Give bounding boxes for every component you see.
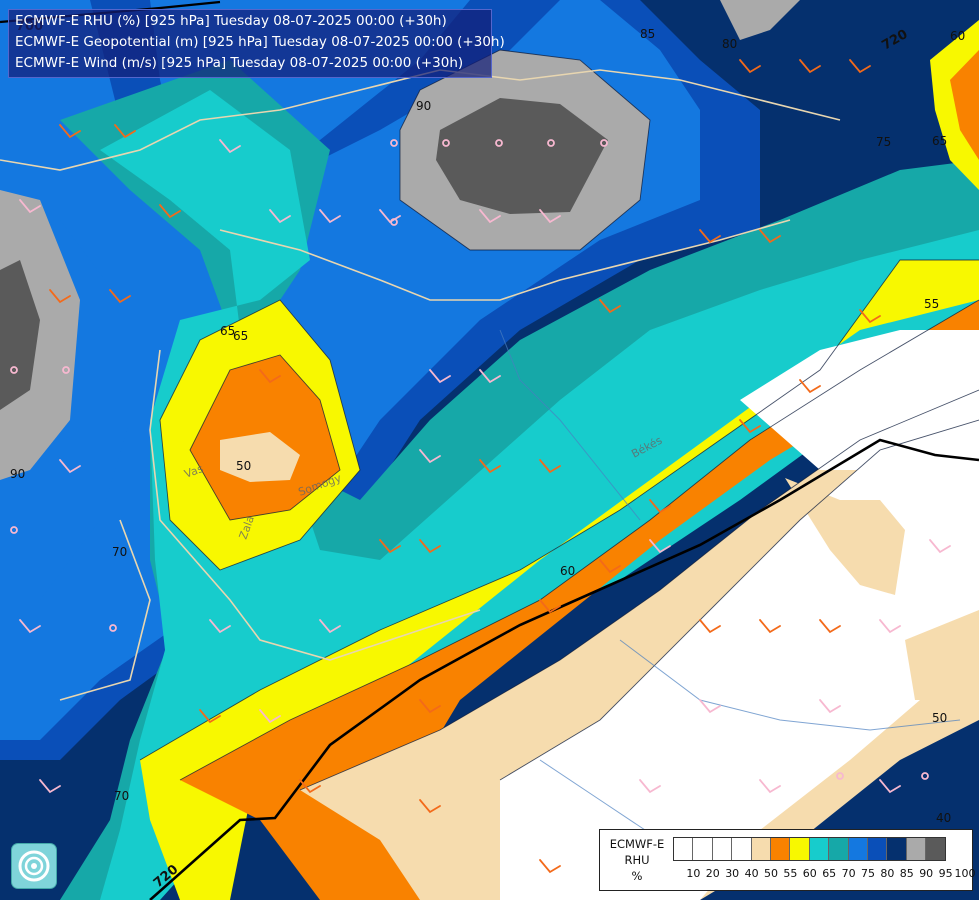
ecmwf-logo-icon — [12, 844, 56, 888]
legend-tick-label: 80 — [880, 867, 895, 880]
contour-labels: 55 65 65 70 70 75 80 85 90 90 65 60 50 4… — [10, 27, 965, 825]
legend-tick-label: 75 — [861, 867, 875, 880]
legend-tick-label: 90 — [919, 867, 934, 880]
legend-tick-label: 70 — [841, 867, 856, 880]
contour-label: 40 — [936, 811, 951, 825]
contour-label: 90 — [10, 467, 25, 481]
title-geopotential: ECMWF-E Geopotential (m) [925 hPa] Tuesd… — [15, 34, 505, 50]
contour-label: 55 — [924, 297, 939, 311]
west-band-95 — [0, 260, 40, 410]
legend-tick-label: 50 — [764, 867, 778, 880]
title-wind: ECMWF-E Wind (m/s) [925 hPa] Tuesday 08-… — [15, 55, 464, 71]
contour-label: 75 — [876, 135, 891, 149]
legend-tick-label: 40 — [744, 867, 759, 880]
east-dry-patch-2 — [905, 610, 979, 700]
legend-tick-label: 60 — [802, 867, 817, 880]
contour-label: 70 — [114, 789, 129, 803]
contour-label: 60 — [950, 29, 965, 43]
legend-swatch — [906, 838, 927, 860]
legend-swatch — [887, 838, 907, 860]
title-rhu: ECMWF-E RHU (%) [925 hPa] Tuesday 08-07-… — [15, 13, 447, 29]
ne-band-90 — [720, 0, 800, 40]
band-55 — [180, 300, 979, 900]
legend-caption-line: RHU — [624, 853, 650, 867]
legend-swatch — [809, 838, 830, 860]
contour-label: 50 — [932, 711, 947, 725]
legend-swatch — [693, 838, 713, 860]
legend-caption-line: ECMWF-E — [609, 837, 665, 851]
contour-label: 90 — [416, 99, 431, 113]
legend-swatch — [926, 838, 946, 860]
legend-swatch — [712, 838, 733, 860]
legend-ticks: 10 20 30 40 50 55 60 65 70 75 80 85 90 95 100 — [673, 867, 976, 881]
legend-tick-label: 65 — [822, 867, 837, 880]
legend-tick-label: 30 — [725, 867, 740, 880]
east-band-55 — [950, 50, 979, 160]
legend-tick-label: 85 — [899, 867, 914, 880]
legend-swatch — [848, 838, 868, 860]
legend-tick-label: 20 — [705, 867, 720, 880]
wind-barbs — [10, 59, 951, 874]
east-band-60 — [930, 20, 979, 190]
contour-label: 80 — [722, 37, 737, 51]
legend-swatch — [829, 838, 849, 860]
rivers — [499, 329, 961, 841]
contour-label: 60 — [560, 564, 575, 578]
contour-label: 50 — [236, 459, 251, 473]
contour-label: 85 — [640, 27, 655, 41]
legend-tick-label: 10 — [686, 867, 701, 880]
rhu-legend: ECMWF-E RHU % 10 20 30 40 50 55 60 65 70 75 80 85 90… — [599, 829, 976, 891]
legend-swatch — [790, 838, 810, 860]
rhu-contour-lines — [139, 49, 979, 791]
legend-tick-label: 55 — [783, 867, 798, 880]
legend-swatch — [732, 838, 752, 860]
country-borders — [0, 69, 841, 701]
contour-label: 65 — [233, 329, 248, 343]
geopotential-720-line — [149, 438, 979, 900]
zala-band-50 — [220, 432, 300, 482]
legend-tick-label: 100 — [954, 867, 976, 880]
legend-caption: ECMWF-E RHU % — [602, 836, 672, 884]
map-title-box: ECMWF-E RHU (%) [925 hPa] Tuesday 08-07-… — [8, 9, 505, 78]
legend-swatch — [751, 838, 771, 860]
legend-swatch — [770, 838, 791, 860]
north-band-95 — [436, 98, 608, 214]
legend-swatch — [867, 838, 888, 860]
place-label: Vas — [183, 462, 206, 481]
legend-color-scale — [673, 837, 947, 861]
legend-caption-line: % — [631, 869, 643, 883]
contour-label: 65 — [932, 134, 947, 148]
contour-label: 65 — [220, 324, 235, 338]
contour-label: 70 — [112, 545, 127, 559]
band-below-50-north — [740, 330, 979, 480]
legend-tick-label: 95 — [938, 867, 953, 880]
legend-swatch — [674, 838, 694, 860]
